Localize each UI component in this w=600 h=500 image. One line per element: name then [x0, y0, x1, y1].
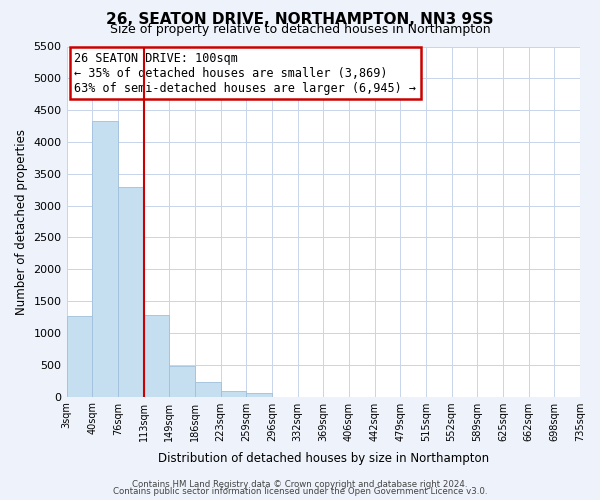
Bar [221, 392, 246, 396]
Bar [195, 382, 221, 396]
Bar [118, 187, 143, 396]
X-axis label: Distribution of detached houses by size in Northampton: Distribution of detached houses by size … [158, 452, 489, 465]
Text: 26 SEATON DRIVE: 100sqm
← 35% of detached houses are smaller (3,869)
63% of semi: 26 SEATON DRIVE: 100sqm ← 35% of detache… [74, 52, 416, 95]
Bar [67, 316, 92, 396]
Text: Contains public sector information licensed under the Open Government Licence v3: Contains public sector information licen… [113, 487, 487, 496]
Bar [92, 121, 118, 396]
Text: Size of property relative to detached houses in Northampton: Size of property relative to detached ho… [110, 22, 490, 36]
Text: 26, SEATON DRIVE, NORTHAMPTON, NN3 9SS: 26, SEATON DRIVE, NORTHAMPTON, NN3 9SS [106, 12, 494, 28]
Bar [143, 315, 169, 396]
Y-axis label: Number of detached properties: Number of detached properties [15, 128, 28, 314]
Bar [246, 394, 272, 396]
Bar [169, 366, 195, 396]
Text: Contains HM Land Registry data © Crown copyright and database right 2024.: Contains HM Land Registry data © Crown c… [132, 480, 468, 489]
